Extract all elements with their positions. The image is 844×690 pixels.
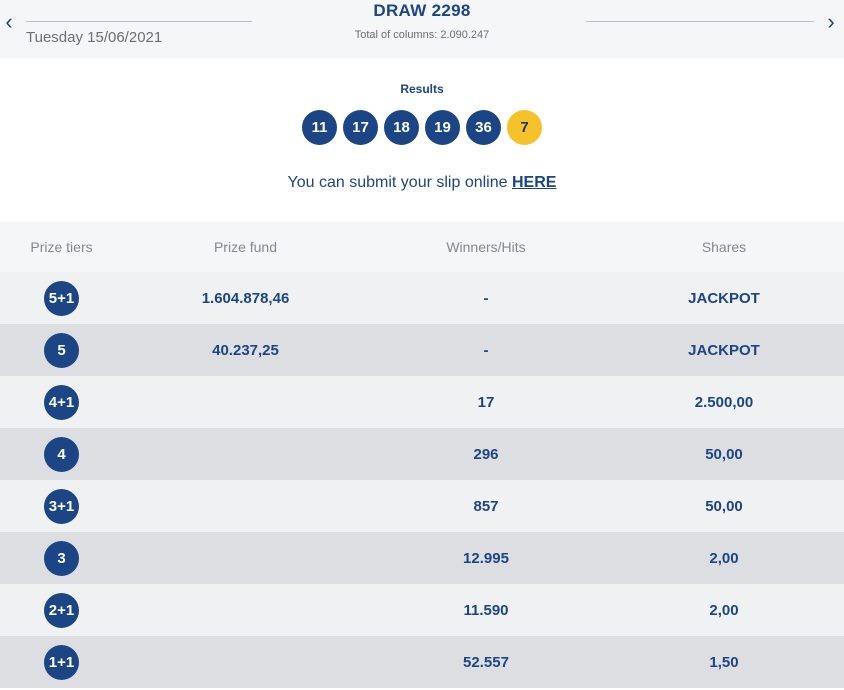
total-columns: Total of columns: 2.090.247 [354, 29, 490, 41]
tier-badge: 4+1 [44, 384, 79, 420]
chevron-right-icon[interactable]: › [827, 9, 835, 34]
table-row: 1+1 52.557 1,50 [0, 636, 844, 688]
submit-text: You can submit your slip online [287, 174, 512, 191]
divider [26, 21, 252, 22]
submit-slip-line: You can submit your slip online HERE [0, 174, 844, 192]
prize-fund-cell: 1.604.878,46 [201, 289, 290, 307]
prize-table-header: Prize tiers Prize fund Winners/Hits Shar… [0, 222, 844, 272]
draw-title: DRAW 2298 [373, 1, 471, 20]
tier-badge: 5 [44, 332, 79, 368]
submit-here-link[interactable]: HERE [511, 174, 557, 191]
tier-badge: 3 [44, 540, 79, 576]
divider [586, 21, 814, 22]
winners-cell: 17 [477, 393, 495, 411]
header-shares: Shares [701, 239, 747, 255]
table-row: 4+1 17 2.500,00 [0, 376, 844, 428]
winning-numbers: 11 17 18 19 36 7 [302, 110, 542, 145]
header-prize-fund: Prize fund [213, 239, 278, 255]
table-row: 3+1 857 50,00 [0, 480, 844, 532]
number-ball: 11 [302, 110, 337, 145]
chevron-left-icon[interactable]: ‹ [5, 9, 13, 34]
winners-cell: - [483, 341, 489, 359]
tier-badge: 4 [44, 436, 79, 472]
number-ball: 18 [384, 110, 419, 145]
shares-cell: 50,00 [705, 445, 743, 463]
header-winners-hits: Winners/Hits [446, 239, 526, 255]
tier-badge: 1+1 [44, 644, 79, 680]
winners-cell: 296 [473, 445, 499, 463]
shares-cell: 50,00 [705, 497, 743, 515]
tier-badge: 3+1 [44, 488, 79, 524]
prize-table-body: 5+1 1.604.878,46 - JACKPOT 5 40.237,25 -… [0, 272, 844, 688]
table-row: 4 296 50,00 [0, 428, 844, 480]
winners-cell: 857 [473, 497, 499, 515]
number-ball: 17 [343, 110, 378, 145]
shares-cell: 2,00 [709, 549, 739, 567]
results-section: Results 11 17 18 19 36 7 You can submit … [0, 58, 844, 222]
winners-cell: 11.590 [463, 601, 509, 619]
winners-cell: - [483, 289, 489, 307]
shares-cell: JACKPOT [688, 341, 760, 359]
header-prize-tiers: Prize tiers [30, 239, 93, 255]
table-row: 3 12.995 2,00 [0, 532, 844, 584]
shares-cell: 2.500,00 [694, 393, 754, 411]
number-ball: 19 [425, 110, 460, 145]
shares-cell: 1,50 [709, 653, 739, 671]
number-ball: 36 [466, 110, 501, 145]
table-row: 5 40.237,25 - JACKPOT [0, 324, 844, 376]
draw-date: Tuesday 15/06/2021 [26, 29, 163, 46]
results-label: Results [400, 82, 444, 96]
tier-badge: 2+1 [44, 592, 79, 628]
bonus-ball: 7 [507, 110, 542, 145]
shares-cell: 2,00 [709, 601, 739, 619]
winners-cell: 52.557 [463, 653, 509, 671]
tier-badge: 5+1 [44, 280, 79, 316]
prize-fund-cell: 40.237,25 [212, 341, 279, 359]
winners-cell: 12.995 [463, 549, 509, 567]
table-row: 2+1 11.590 2,00 [0, 584, 844, 636]
table-row: 5+1 1.604.878,46 - JACKPOT [0, 272, 844, 324]
shares-cell: JACKPOT [688, 289, 760, 307]
draw-header: ‹ Tuesday 15/06/2021 DRAW 2298 Total of … [0, 0, 844, 58]
